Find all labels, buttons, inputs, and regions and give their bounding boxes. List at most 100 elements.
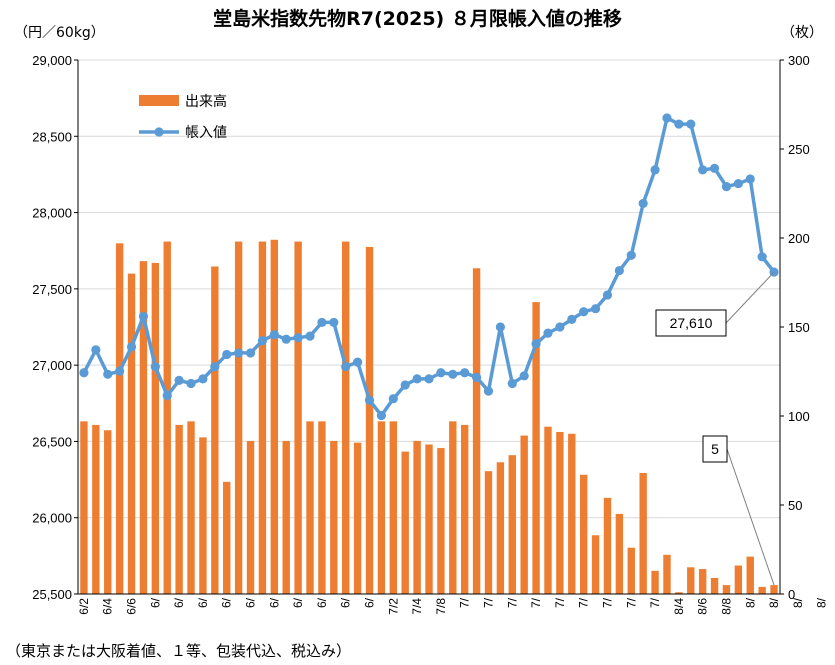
price-point [186,378,196,389]
price-point [757,252,767,262]
volume-bar [246,440,255,594]
volume-bar [401,451,409,594]
volume-bar [306,421,314,594]
price-point [686,119,696,129]
legend-line-label: 帳入値 [185,125,227,141]
price-point [460,368,470,378]
price-point [626,250,636,260]
price-point [471,372,482,382]
volume-bar [270,239,279,594]
volume-bar [187,421,195,594]
right-axis-unit: （枚） [781,25,823,41]
x-tick-label: 6/ [267,597,281,608]
volume-bar [675,592,683,594]
x-tick-label: 6/ [220,597,234,608]
x-tick-label: 8/ [815,597,829,608]
x-tick-label: 6/ [244,597,258,608]
left-tick-label: 27,000 [32,358,72,373]
x-tick-label: 7/ [553,597,567,608]
x-tick-label: 6/ [196,597,210,608]
x-tick-label: 6/ [315,597,329,608]
price-point [662,113,672,123]
price-point [222,349,232,360]
x-tick-label: 7/ [624,597,638,608]
volume-bar [282,440,290,594]
volume-bar [663,554,671,594]
volume-bar [294,241,302,594]
volume-callout-text: 5 [711,441,719,457]
volume-bar [353,442,362,594]
price-point [567,314,577,324]
volume-bar [639,472,647,594]
price-point [317,317,327,328]
price-point [483,386,494,396]
volume-bar [591,535,600,594]
volume-bar [425,444,433,594]
volume-bar [615,513,624,594]
volume-bar [115,243,124,594]
price-point [150,362,160,372]
volume-bar [330,440,338,594]
volume-bar [627,547,635,594]
price-point [745,174,755,184]
price-point [590,304,601,314]
price-point [638,198,648,209]
price-point [400,380,410,390]
price-point [126,342,137,352]
gridlines [74,59,784,595]
legend-line-marker [154,127,164,137]
left-tick-labels: 25,500 26,000 26,500 27,000 27,500 28,000 28,5… [32,53,72,602]
x-tick-labels: 6/2 6/4 6/6 6/6/6/6/6/6/6/6/6/6/7/2 7/4 7/8 7/… [77,597,829,614]
price-point [436,368,446,378]
price-point [364,395,375,405]
volume-bar [104,430,112,594]
price-point [115,366,125,376]
right-tick-label: 0 [788,587,795,602]
volume-bar [579,474,588,594]
price-series-line [82,116,776,418]
price-callout-box [655,309,727,337]
volume-callout-leader [726,448,775,586]
price-point [424,374,434,384]
right-tick-labels: 0 50 100 150 200 250 300 [788,53,810,602]
price-point [388,394,398,404]
price-point [495,322,505,332]
price-point [531,339,541,349]
x-tick-label: 6/ [172,597,186,608]
volume-bar [139,261,148,594]
price-point [198,374,208,384]
left-axis-unit: （円／60kg） [14,25,105,41]
price-callout-leader [725,271,775,324]
price-point [543,328,553,338]
x-tick-label: 6/ [148,597,162,608]
price-point [174,375,184,385]
x-tick-label: 7/ [481,597,495,608]
price-point [91,345,101,355]
x-tick-label: 7/ [600,597,614,608]
price-point [650,165,660,175]
volume-bar [758,586,766,594]
price-point [162,391,172,401]
x-tick-label: 6/ [339,597,353,608]
volume-bar [556,432,564,594]
price-point [412,374,422,384]
price-point [721,182,732,192]
volume-bar [461,424,469,594]
callouts: 27,610 5 [655,271,775,586]
price-point [329,317,339,328]
chart-title: 堂島米指数先物R7(2025) ８月限帳入値の推移 [213,8,622,30]
price-callout-text: 27,610 [670,315,713,331]
x-tick-label: 7/ [505,597,519,608]
footnote: （東京または大阪着値、１等、包装代込、税込み） [6,642,352,660]
volume-bar [437,448,445,594]
volume-bar [234,241,243,594]
price-point [138,311,149,321]
volume-bar [746,556,754,594]
price-point [234,348,244,358]
price-point [519,371,529,381]
x-tick-label: 8/ [767,597,781,608]
volume-bar [258,241,267,594]
price-point [269,330,279,340]
